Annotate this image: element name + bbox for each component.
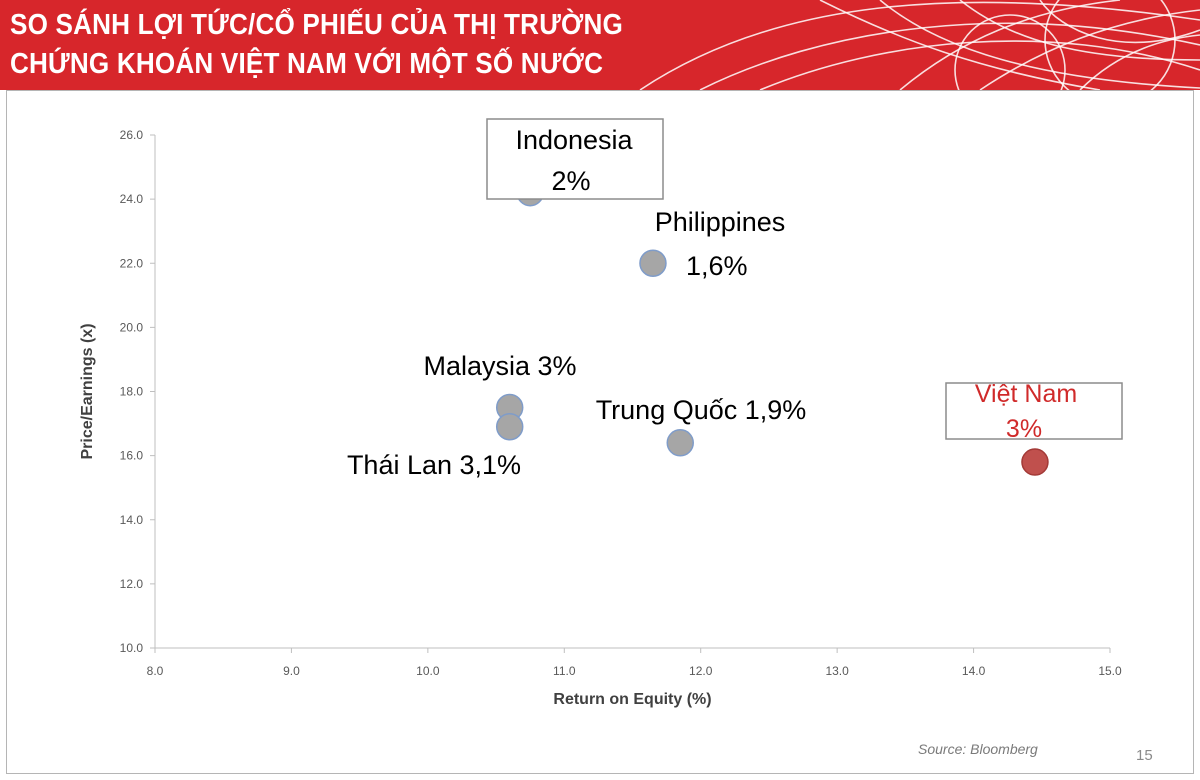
x-tick-label: 15.0	[1098, 664, 1122, 678]
label-box-indonesia	[486, 118, 664, 200]
label-viet-nam-value: 3%	[1006, 415, 1042, 443]
label-indonesia: Indonesia	[515, 125, 633, 155]
y-tick-label: 26.0	[120, 128, 144, 142]
title-banner: SO SÁNH LỢI TỨC/CỔ PHIẾU CỦA THỊ TRƯỜNG …	[0, 0, 1200, 90]
x-tick-label: 12.0	[689, 664, 713, 678]
x-tick-label: 10.0	[416, 664, 440, 678]
label-trung-quoc: Trung Quốc 1,9%	[596, 395, 807, 425]
y-tick-label: 24.0	[120, 192, 144, 206]
page-title-line1: SO SÁNH LỢI TỨC/CỔ PHIẾU CỦA THỊ TRƯỜNG	[10, 9, 623, 41]
label-malaysia: Malaysia 3%	[423, 351, 576, 381]
y-tick-label: 20.0	[120, 320, 144, 334]
marker-trung-quoc	[666, 429, 694, 457]
x-axis-label: Return on Equity (%)	[553, 691, 711, 708]
y-tick-label: 12.0	[120, 577, 144, 591]
scatter-chart: 10.0 12.0 14.0 16.0 18.0 20.0 22.0 24.0 26.0 8.0 9…	[79, 118, 1123, 708]
y-tick-label: 14.0	[120, 513, 144, 527]
label-thai-lan: Thái Lan 3,1%	[347, 450, 521, 480]
page-number: 15	[1136, 747, 1153, 764]
banner-decorative-pattern	[639, 0, 1200, 90]
y-tick-label: 10.0	[120, 641, 144, 655]
label-philippines: Philippines	[655, 207, 786, 237]
marker-thai-lan	[495, 413, 524, 441]
y-tick-label: 18.0	[120, 385, 144, 399]
label-indonesia-value: 2%	[551, 166, 590, 196]
label-box-viet-nam	[945, 382, 1123, 440]
label-viet-nam: Việt Nam	[975, 380, 1077, 408]
x-tick-label: 9.0	[283, 664, 300, 678]
page-title: SO SÁNH LỢI TỨC/CỔ PHIẾU CỦA THỊ TRƯỜNG …	[10, 6, 623, 84]
marker-philippines	[639, 249, 667, 277]
x-tick-label: 13.0	[825, 664, 849, 678]
y-tick-label: 16.0	[120, 449, 144, 463]
marker-viet-nam	[1021, 448, 1049, 476]
page-title-line2: CHỨNG KHOÁN VIỆT NAM VỚI MỘT SỐ NƯỚC	[10, 48, 604, 80]
y-tick-label: 22.0	[120, 256, 144, 270]
y-axis-label: Price/Earnings (x)	[79, 323, 96, 459]
x-tick-label: 14.0	[962, 664, 986, 678]
chart-panel: 10.0 12.0 14.0 16.0 18.0 20.0 22.0 24.0 26.0 8.0 9…	[6, 90, 1194, 774]
x-tick-label: 8.0	[147, 664, 164, 678]
label-philippines-value: 1,6%	[686, 251, 748, 281]
source-note: Source: Bloomberg	[918, 741, 1038, 757]
x-tick-label: 11.0	[553, 664, 576, 678]
